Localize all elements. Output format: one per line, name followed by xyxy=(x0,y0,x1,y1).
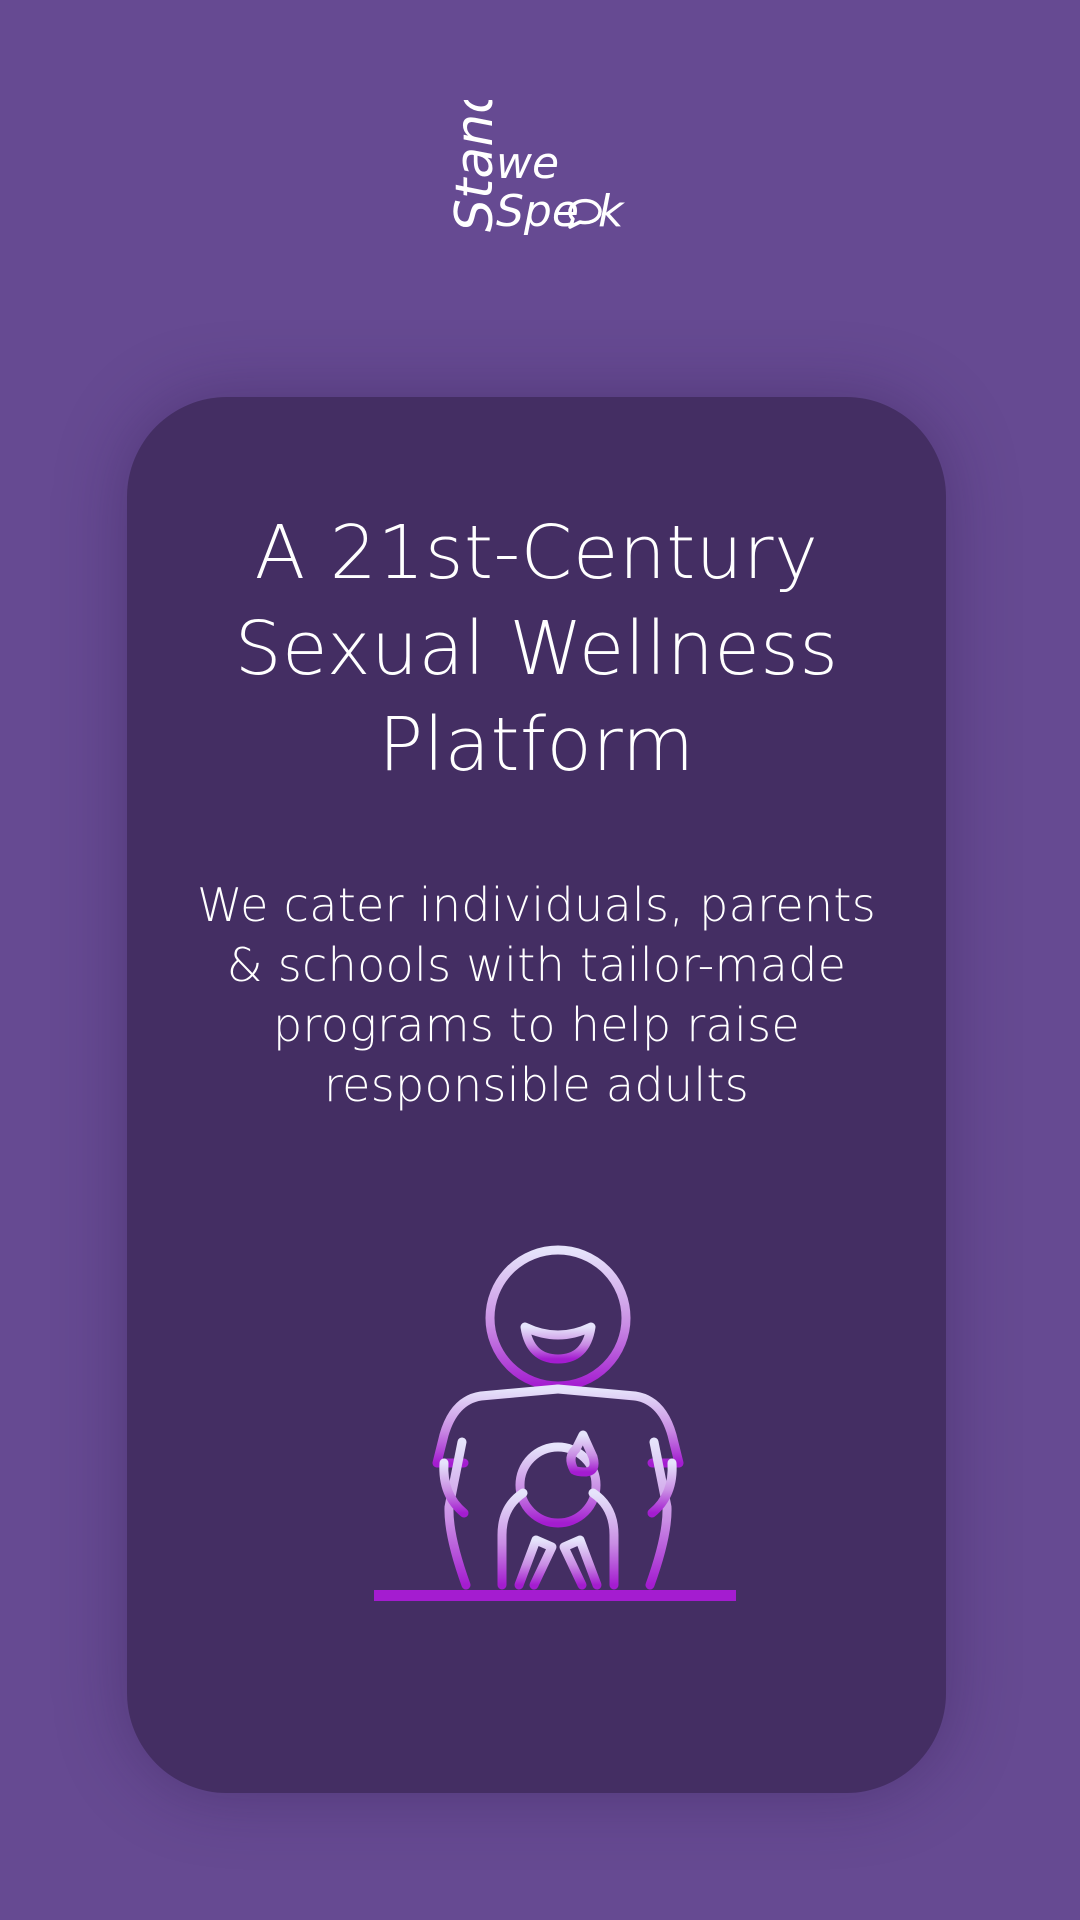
headline-line: Sexual Wellness xyxy=(234,606,839,692)
logo-word-speak-start: Spe xyxy=(496,186,579,237)
logo-word-speak-end: k xyxy=(598,186,625,237)
headline-line: Platform xyxy=(378,702,695,788)
subtext-line: & schools with tailor-made xyxy=(226,938,847,992)
subtext-line: responsible adults xyxy=(323,1058,750,1112)
hero-card: A 21st-Century Sexual Wellness Platform … xyxy=(127,397,946,1793)
hero-headline: A 21st-Century Sexual Wellness Platform xyxy=(127,505,946,793)
parent-holding-baby-icon xyxy=(374,1245,742,1615)
hero-subtext: We cater individuals, parents & schools … xyxy=(127,875,946,1115)
logo-word-we: we xyxy=(496,138,559,189)
subtext-line: We cater individuals, parents xyxy=(197,878,876,932)
logo-word-stand: Stand xyxy=(445,100,505,232)
brand-logo[interactable]: Stand we Spe k xyxy=(440,100,640,240)
subtext-line: programs to help raise xyxy=(273,998,800,1052)
headline-line: A 21st-Century xyxy=(254,510,819,596)
speech-bubble-icon xyxy=(568,198,602,229)
